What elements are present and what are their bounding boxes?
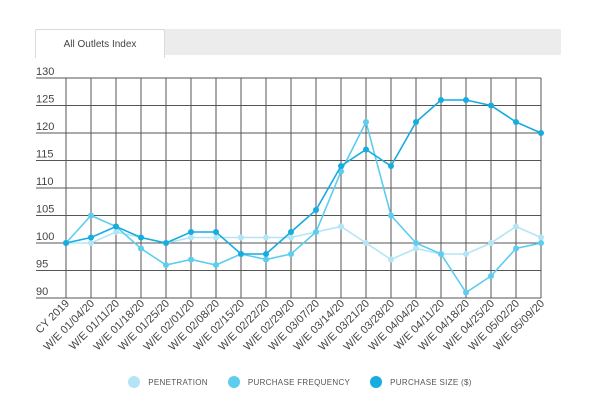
data-point bbox=[213, 229, 219, 235]
data-point bbox=[188, 256, 194, 263]
legend-dot-purchase-frequency bbox=[227, 376, 240, 388]
data-point bbox=[513, 245, 519, 252]
data-point bbox=[238, 251, 244, 257]
data-point bbox=[338, 163, 344, 169]
series-line-1 bbox=[65, 119, 542, 294]
tab-all-outlets-index[interactable]: All Outlets Index bbox=[35, 29, 165, 58]
data-point bbox=[413, 240, 419, 246]
data-point bbox=[388, 212, 394, 219]
data-point bbox=[138, 234, 144, 241]
legend-dot-purchase-size bbox=[370, 376, 383, 388]
legend-item-purchase-size[interactable]: PURCHASE SIZE ($) bbox=[370, 376, 472, 388]
y-tick-label: 115 bbox=[36, 149, 54, 161]
tab-label: All Outlets Index bbox=[63, 38, 137, 50]
data-point bbox=[188, 234, 194, 241]
y-tick-label: 105 bbox=[36, 204, 54, 216]
data-point bbox=[513, 119, 519, 125]
data-point bbox=[288, 234, 294, 241]
legend-dot-penetration bbox=[128, 376, 141, 388]
data-point bbox=[488, 102, 494, 109]
data-point bbox=[463, 289, 469, 296]
data-point bbox=[538, 130, 544, 136]
data-point bbox=[63, 240, 69, 246]
data-point bbox=[238, 234, 244, 241]
legend: PENETRATION PURCHASE FREQUENCY PURCHASE … bbox=[0, 376, 600, 388]
data-point bbox=[88, 234, 94, 241]
data-point bbox=[138, 245, 144, 252]
data-point bbox=[163, 262, 169, 268]
data-point bbox=[463, 97, 469, 103]
data-point bbox=[488, 273, 494, 279]
data-point bbox=[388, 163, 394, 169]
y-tick-label: 110 bbox=[36, 176, 54, 188]
data-point bbox=[538, 240, 544, 246]
data-point bbox=[363, 240, 369, 246]
data-point bbox=[313, 229, 319, 235]
data-point bbox=[413, 119, 419, 125]
y-tick-label: 95 bbox=[36, 259, 48, 271]
data-point bbox=[513, 223, 519, 230]
data-point bbox=[263, 256, 269, 263]
data-point bbox=[163, 240, 169, 246]
data-point bbox=[263, 234, 269, 241]
data-point bbox=[88, 240, 94, 246]
data-point bbox=[288, 251, 294, 257]
data-point bbox=[213, 262, 219, 268]
legend-label-penetration: PENETRATION bbox=[148, 377, 208, 387]
legend-label-purchase-frequency: PURCHASE FREQUENCY bbox=[247, 377, 351, 387]
series-line-2 bbox=[65, 99, 542, 255]
y-tick-label: 100 bbox=[36, 231, 54, 243]
data-point bbox=[113, 229, 119, 235]
data-point bbox=[538, 234, 544, 241]
legend-label-purchase-size: PURCHASE SIZE ($) bbox=[390, 377, 472, 387]
data-point bbox=[88, 212, 94, 219]
data-point bbox=[263, 251, 269, 257]
y-tick-label: 125 bbox=[36, 94, 54, 106]
y-tick-label: 120 bbox=[36, 121, 54, 133]
data-point bbox=[488, 240, 494, 246]
data-point bbox=[388, 256, 394, 263]
legend-item-purchase-frequency[interactable]: PURCHASE FREQUENCY bbox=[227, 376, 351, 388]
data-point bbox=[288, 229, 294, 235]
y-tick-label: 130 bbox=[36, 66, 54, 78]
legend-item-penetration[interactable]: PENETRATION bbox=[128, 376, 208, 388]
data-point bbox=[113, 223, 119, 230]
data-point bbox=[313, 207, 319, 213]
data-point bbox=[363, 119, 369, 125]
data-point bbox=[338, 223, 344, 230]
data-point bbox=[438, 251, 444, 257]
data-point bbox=[438, 97, 444, 103]
data-point bbox=[413, 245, 419, 252]
data-point bbox=[463, 251, 469, 257]
y-tick-label: 90 bbox=[36, 286, 48, 298]
data-point bbox=[363, 146, 369, 153]
data-point bbox=[188, 229, 194, 235]
tab-bar: All Outlets Index bbox=[35, 29, 561, 58]
data-point bbox=[213, 234, 219, 241]
